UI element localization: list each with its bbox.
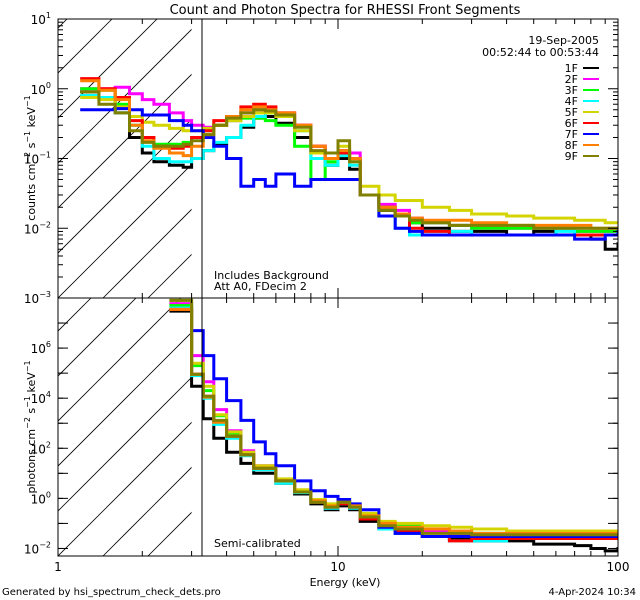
- legend-label: 8F: [565, 139, 578, 152]
- legend-label: 7F: [565, 128, 578, 141]
- series-2F: [169, 302, 618, 538]
- legend-label: 2F: [565, 73, 578, 86]
- hatch-line: [58, 331, 192, 467]
- lower-y-tick-labels: 106 104 102 100 10−2: [24, 340, 51, 556]
- hatch-line: [58, 28, 192, 164]
- y-tick-label: 100: [31, 81, 51, 97]
- upper-axis-ticks: [57, 18, 618, 299]
- y-tick-label: 10−2: [24, 540, 51, 556]
- upper-y-tick-labels: 101 100 10−1 10−2 10−3: [24, 11, 51, 306]
- y-tick-label: 100: [31, 490, 51, 506]
- hatch-line: [58, 19, 68, 29]
- legend-label: 6F: [565, 117, 578, 130]
- count-series-group: [80, 77, 618, 251]
- hatch-line: [238, 0, 538, 298]
- series-5F: [169, 298, 618, 533]
- hatch-line: [418, 256, 640, 556]
- legend-label: 9F: [565, 150, 578, 163]
- y-tick-label: 104: [31, 390, 51, 406]
- hatch-line: [58, 376, 192, 512]
- lower-y-axis-label: photons cm−2 s−1 keV−1: [23, 360, 38, 493]
- hatch-line: [58, 73, 192, 209]
- y-tick-label: 10−1: [24, 151, 51, 167]
- series-7F: [80, 107, 618, 241]
- hatch-line: [238, 256, 538, 556]
- hatch-line: [58, 163, 192, 298]
- x-axis-label: Energy (keV): [310, 576, 381, 589]
- timestamp-footer: 4-Apr-2024 10:34: [549, 587, 636, 598]
- hatch-line: [373, 0, 640, 298]
- hatch-line: [58, 298, 137, 377]
- series-7F: [191, 329, 618, 538]
- y-tick-label: 10−2: [24, 220, 51, 236]
- x-tick-label: 10: [330, 560, 345, 574]
- y-tick-label: 102: [31, 440, 51, 456]
- hatch-line: [508, 256, 640, 556]
- attenuator-note: Att A0, FDecim 2: [214, 280, 307, 293]
- series-6F: [169, 307, 618, 543]
- count-spectra-panel: 101 100 10−1 10−2 10−3 counts cm−2 s−1 keV−1…: [23, 0, 640, 306]
- legend-label: 3F: [565, 84, 578, 97]
- chart-title: Count and Photon Spectra for RHESSI Fron…: [170, 3, 521, 18]
- generated-by-footer: Generated by hsi_spectrum_check_dets.pro: [2, 587, 221, 598]
- hatch-line: [102, 466, 192, 556]
- series-9F: [80, 90, 618, 230]
- series-4F: [169, 306, 618, 543]
- y-tick-label: 101: [31, 11, 51, 27]
- hatch-line: [463, 256, 640, 556]
- x-tick-labels: 1 10 100: [54, 560, 629, 574]
- y-tick-label: 106: [31, 340, 51, 356]
- series-8F: [169, 307, 618, 535]
- legend-label: 1F: [565, 62, 578, 75]
- photon-series-group: [169, 298, 618, 553]
- hatch-line: [102, 208, 192, 298]
- hatch-line: [193, 256, 493, 556]
- hatch-line: [553, 256, 640, 556]
- upper-y-axis-label: counts cm−2 s−1 keV−1: [23, 95, 38, 220]
- series-9F: [169, 298, 618, 537]
- hatch-line: [58, 421, 192, 556]
- background-note: Includes Background: [214, 269, 329, 282]
- hatch-line: [58, 19, 113, 74]
- x-tick-label: 100: [607, 560, 630, 574]
- series-3F: [169, 304, 618, 537]
- hatch-line: [58, 19, 158, 119]
- legend-label: 5F: [565, 106, 578, 119]
- lower-axis-ticks: [57, 297, 618, 556]
- y-tick-label: 10−3: [24, 290, 51, 306]
- x-tick-label: 1: [54, 560, 62, 574]
- hatch-line: [58, 298, 92, 332]
- semi-calibrated-note: Semi-calibrated: [214, 537, 301, 550]
- time-range-annotation: 00:52:44 to 00:53:44: [482, 46, 599, 59]
- date-annotation: 19-Sep-2005: [528, 34, 599, 47]
- legend-label: 4F: [565, 95, 578, 108]
- hatched-region: [58, 256, 640, 556]
- hatch-line: [193, 0, 493, 298]
